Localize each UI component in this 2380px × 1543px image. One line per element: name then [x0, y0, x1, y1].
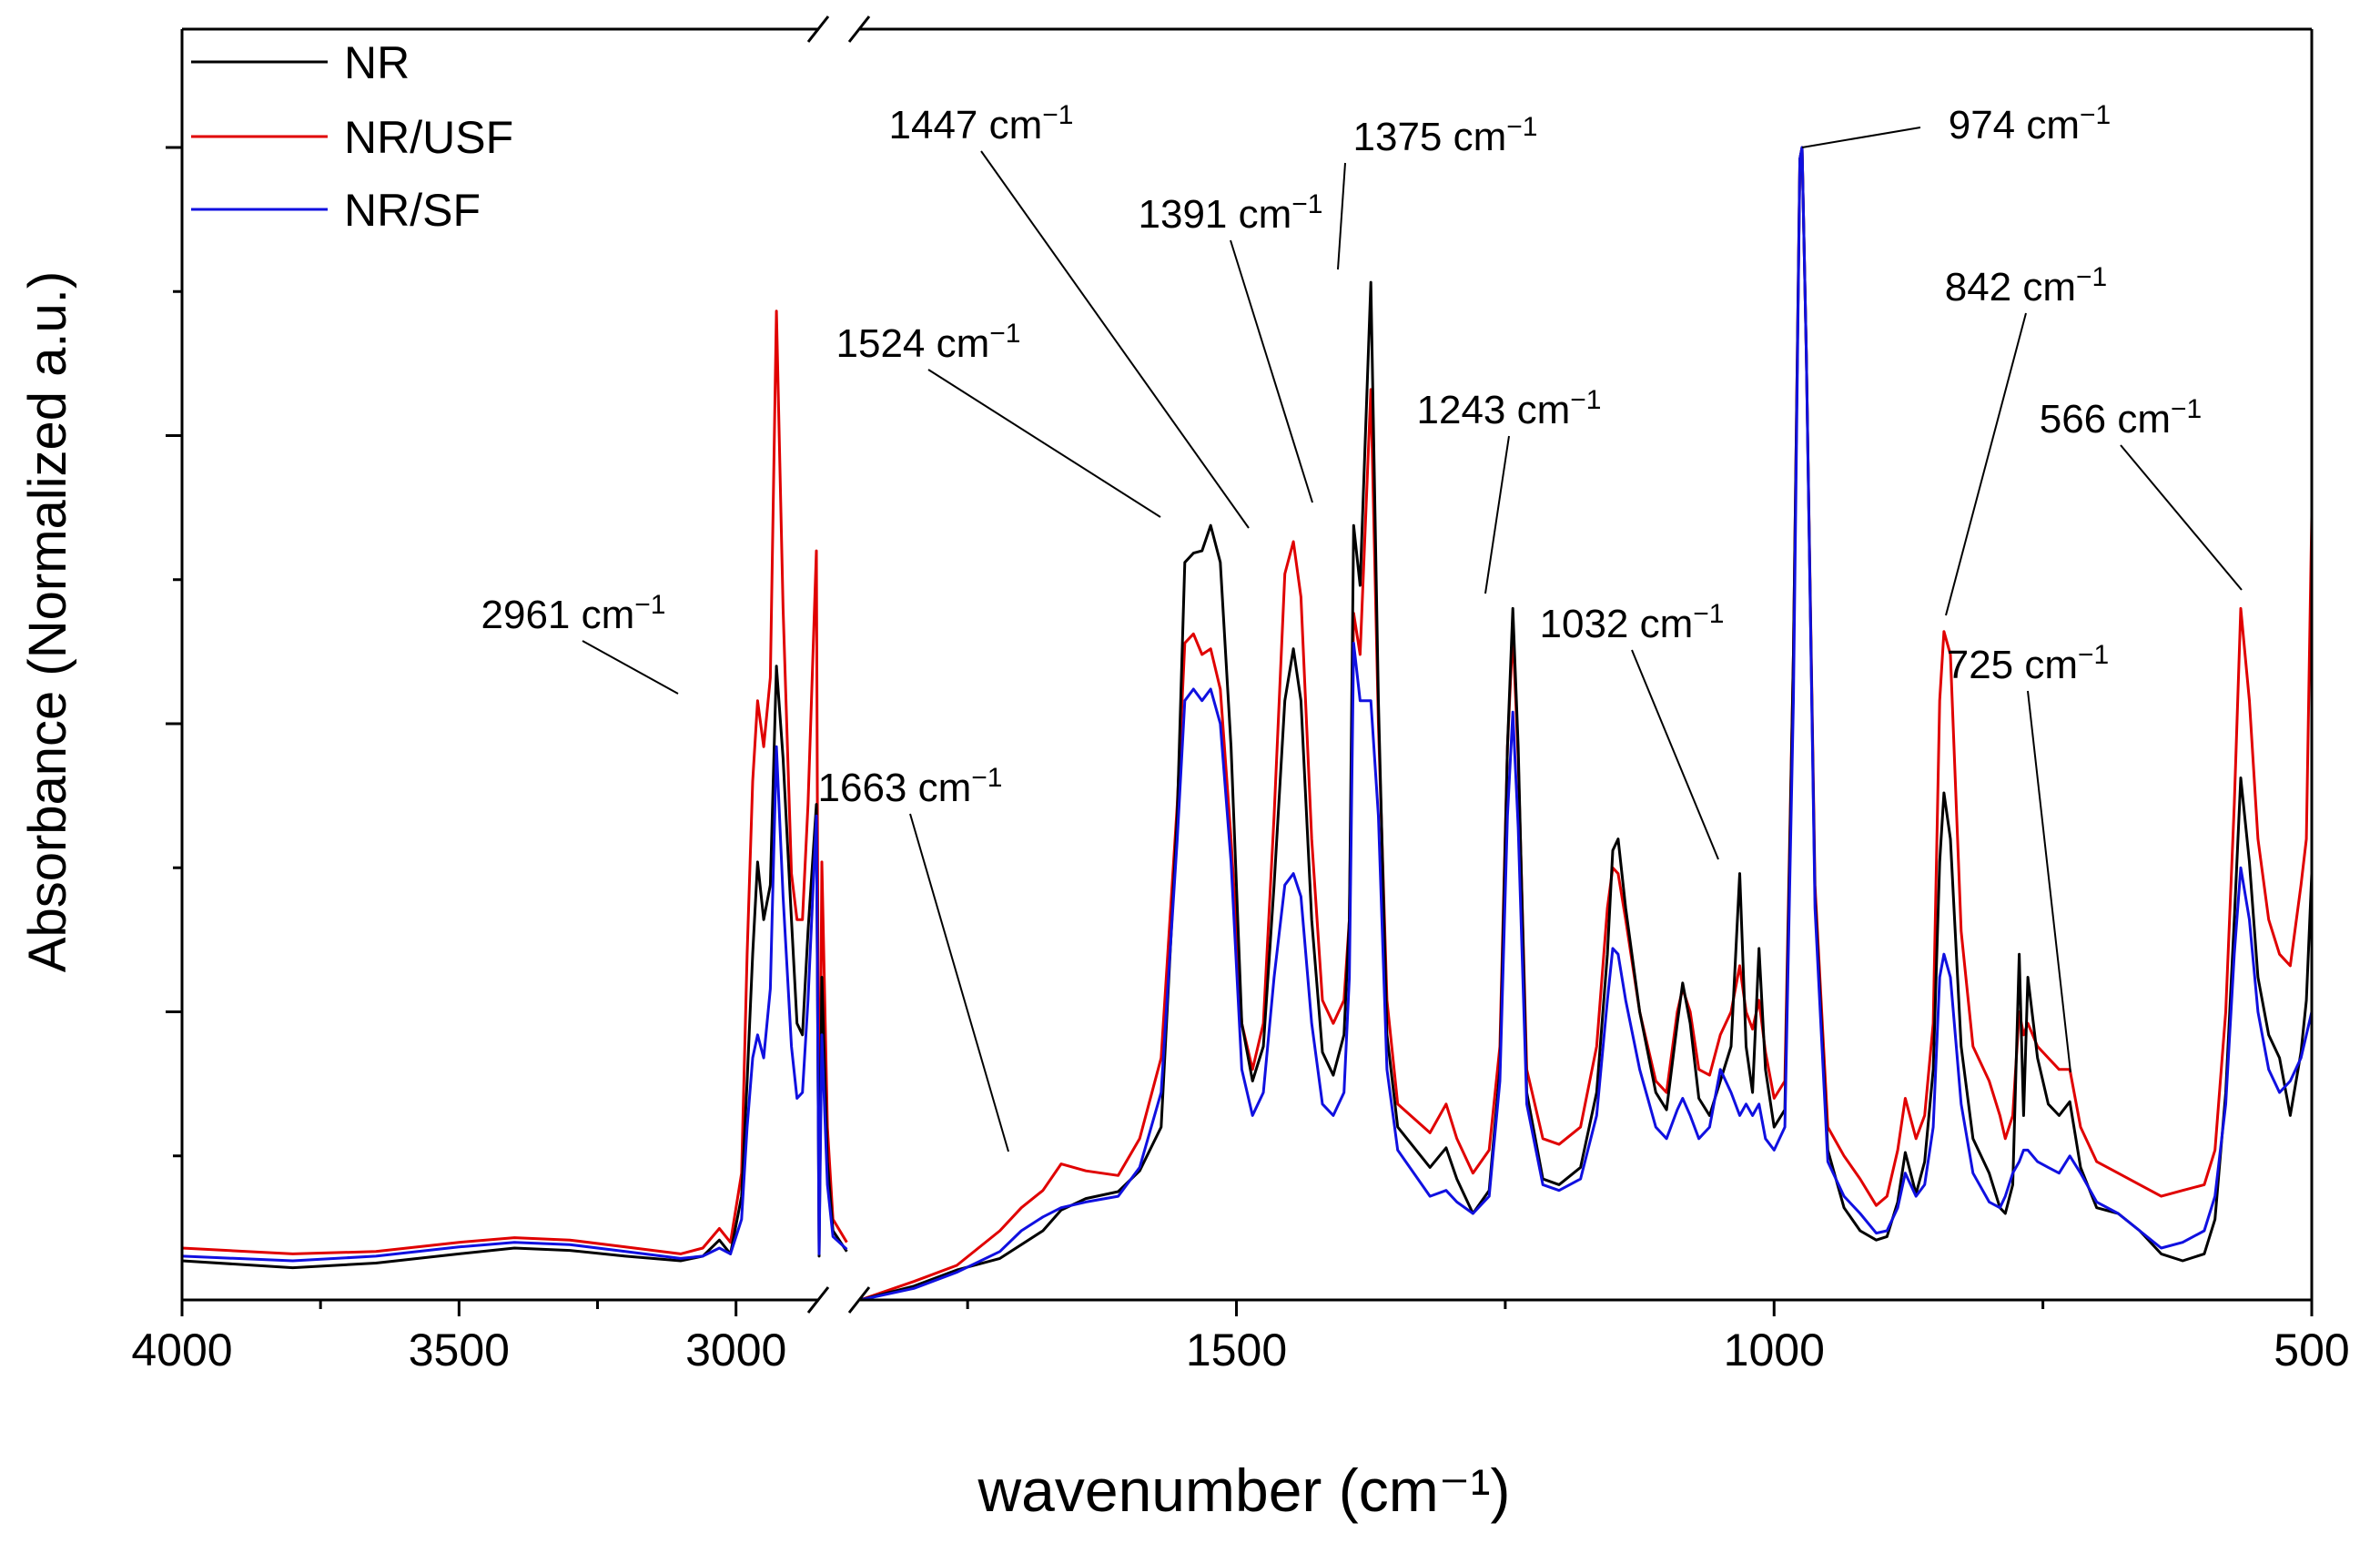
peak-label-1243: 1243 cm−1	[1417, 385, 1602, 432]
peak-leader-1524	[927, 369, 1161, 518]
annotation-layer: 2961 cm−1 1663 cm−1 1524 cm−1 1447 cm−1 1391…	[481, 100, 2243, 1152]
peak-leader-1243	[1484, 435, 1510, 594]
legend-label-nr-usf: NR/USF	[344, 112, 513, 163]
series-line-nr-part2	[859, 146, 2314, 1302]
series-line-nr-usf-part1	[181, 310, 848, 1255]
legend: NR NR/USF NR/SF	[191, 37, 513, 236]
series-line-nr-sf-part1	[181, 745, 848, 1263]
x-axis-title: wavenumber (cm⁻¹)	[977, 1457, 1511, 1524]
legend-label-nr-sf: NR/SF	[344, 185, 481, 236]
peak-label-1663: 1663 cm−1	[818, 763, 1003, 810]
axes-layer: 4000 3500 3000 1500 1000 500	[131, 15, 2350, 1376]
peak-label-1391: 1391 cm−1	[1139, 189, 1323, 237]
axis-break-mark-bottom-1	[806, 1286, 830, 1314]
legend-label-nr: NR	[344, 37, 410, 88]
peak-label-842: 842 cm−1	[1945, 262, 2108, 310]
x-tick-label-1500: 1500	[1186, 1325, 1287, 1376]
peak-label-1032: 1032 cm−1	[1540, 599, 1725, 646]
peak-leader-2961	[582, 640, 679, 695]
peak-label-1447: 1447 cm−1	[889, 100, 1074, 147]
y-axis-title: Absorbance (Normalized a.u.)	[18, 271, 77, 972]
peak-leader-1663	[909, 813, 1009, 1152]
peak-leader-1032	[1631, 649, 1719, 860]
x-tick-label-500: 500	[2274, 1325, 2349, 1376]
x-tick-label-3000: 3000	[685, 1325, 786, 1376]
series-line-nr-usf-part2	[859, 146, 2314, 1302]
peak-leader-1447	[980, 150, 1250, 529]
x-tick-label-4000: 4000	[131, 1325, 232, 1376]
peak-label-566: 566 cm−1	[2040, 394, 2203, 442]
peak-leader-974	[1801, 127, 1921, 148]
axis-break-mark-top-1	[806, 15, 830, 43]
peak-leader-1391	[1230, 239, 1313, 503]
peak-label-974: 974 cm−1	[1949, 100, 2112, 147]
peak-leader-566	[2120, 444, 2243, 591]
x-tick-label-3500: 3500	[409, 1325, 510, 1376]
series-layer	[181, 146, 2314, 1302]
peak-leader-725	[2027, 690, 2071, 1073]
series-line-nr-sf-part2	[859, 146, 2314, 1302]
axis-break-mark-top-2	[847, 15, 871, 43]
axis-break-mark-bottom-2	[847, 1286, 871, 1314]
peak-label-1375: 1375 cm−1	[1353, 112, 1538, 159]
x-tick-label-1000: 1000	[1724, 1325, 1825, 1376]
peak-label-1524: 1524 cm−1	[836, 319, 1021, 366]
peak-leader-1375	[1337, 162, 1346, 270]
peak-label-725: 725 cm−1	[1947, 640, 2110, 687]
peak-label-2961: 2961 cm−1	[481, 590, 666, 637]
peak-leader-842	[1945, 312, 2027, 616]
